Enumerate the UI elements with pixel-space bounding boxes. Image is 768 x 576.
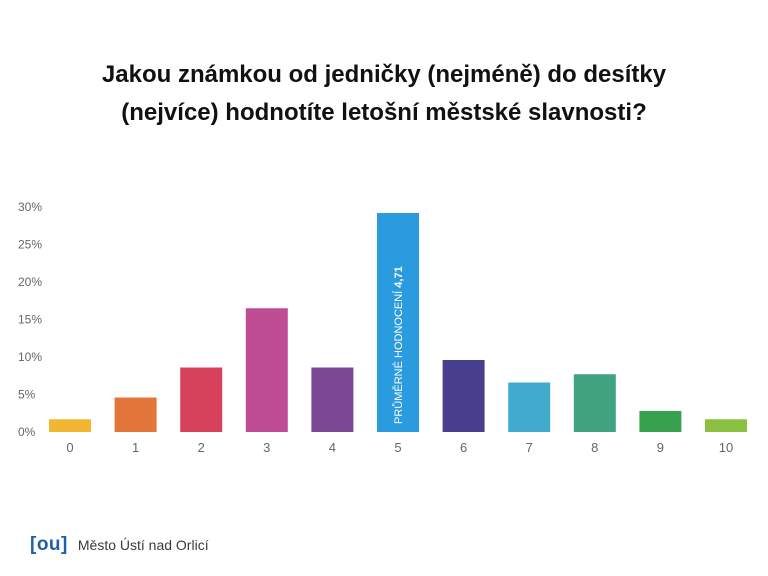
average-rating-label: PRŮMĚRNÉ HODNOCENÍ: [392, 288, 405, 424]
y-tick-label: 10%: [18, 350, 42, 364]
bar-1: [114, 397, 157, 432]
average-rating-value: 4,71: [393, 266, 405, 287]
bar-7: [508, 382, 551, 432]
x-tick-label: 0: [66, 440, 73, 455]
bar-0: [49, 419, 91, 432]
chart-title-line-2: (nejvíce) hodnotíte letošní městské slav…: [121, 99, 647, 126]
x-tick-label: 2: [198, 440, 205, 455]
footer-logo: [ou] Město Ústí nad Orlicí: [30, 534, 209, 556]
y-tick-label: 20%: [18, 275, 42, 289]
x-tick-label: 3: [263, 440, 270, 455]
average-rating-annotation: PRŮMĚRNÉ HODNOCENÍ 4,71: [392, 266, 405, 424]
bar-4: [311, 367, 354, 432]
org-name: Město Ústí nad Orlicí: [77, 537, 209, 553]
chart-title-line-1: Jakou známkou od jedničky (nejméně) do d…: [101, 61, 667, 88]
bar-5: [377, 213, 419, 432]
y-tick-label: 5%: [18, 388, 36, 402]
bar-3: [245, 308, 288, 432]
x-tick-label: 8: [591, 440, 598, 455]
bar-9: [639, 411, 682, 432]
bar-2: [180, 367, 223, 432]
x-tick-label: 6: [460, 440, 467, 455]
logo-mark: [ou]: [30, 534, 68, 555]
bar-10: [705, 419, 747, 432]
y-tick-label: 30%: [18, 200, 42, 214]
x-tick-label: 10: [719, 440, 733, 455]
x-tick-label: 4: [329, 440, 336, 455]
y-tick-label: 25%: [18, 238, 42, 252]
x-tick-label: 1: [132, 440, 139, 455]
x-tick-label: 7: [526, 440, 533, 455]
chart-title: Jakou známkou od jedničky (nejméně) do d…: [0, 56, 768, 132]
bar-8: [573, 374, 616, 432]
x-tick-label: 9: [657, 440, 664, 455]
y-tick-label: 15%: [18, 313, 42, 327]
y-tick-label: 0%: [18, 425, 36, 439]
x-tick-label: 5: [394, 440, 401, 455]
bar-6: [442, 360, 485, 432]
